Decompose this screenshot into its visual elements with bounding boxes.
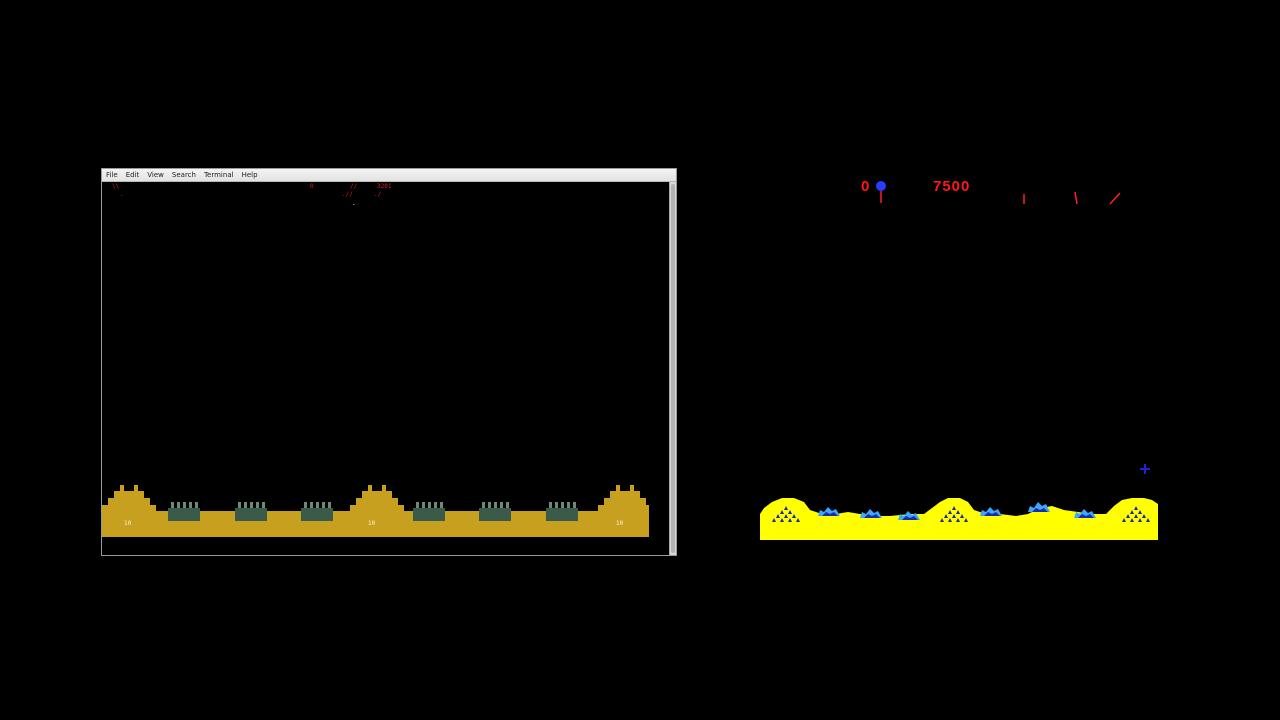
arcade-city-1: [818, 507, 840, 516]
arcade-game-screen[interactable]: 0 7500: [760, 168, 1160, 544]
score-marker-icon: [876, 181, 886, 203]
missile-base-right: [1122, 506, 1150, 522]
terminal-city-5: [479, 502, 511, 521]
menu-terminal[interactable]: Terminal: [203, 171, 234, 179]
terminal-menubar: File Edit View Search Terminal Help: [102, 169, 676, 182]
missile-trail-top: //: [350, 183, 358, 190]
crosshair-icon: [1140, 464, 1150, 474]
terminal-scrollbar[interactable]: [669, 182, 676, 555]
arcade-city-4: [980, 507, 1002, 516]
missile-trail-left: \\: [112, 183, 120, 190]
missile-base-center: [940, 506, 968, 522]
terminal-scroll-thumb[interactable]: [671, 184, 675, 553]
menu-edit[interactable]: Edit: [125, 171, 140, 179]
terminal-game-screen[interactable]: \\ . 0 // 3201 .// ./ .: [102, 182, 670, 555]
missile-base-left: [772, 506, 800, 522]
player-score: 0: [861, 178, 871, 195]
terminal-score: 0: [310, 183, 314, 190]
terminal-landscape: [102, 485, 649, 537]
high-score: 7500: [933, 178, 971, 195]
enemy-missile-trail: [1074, 191, 1078, 205]
terminal-city-3: [301, 502, 333, 521]
missile-head-left: .: [120, 191, 124, 198]
terminal-city-1: [168, 502, 200, 521]
arcade-playfield: [760, 181, 1158, 540]
menu-search[interactable]: Search: [171, 171, 196, 179]
terminal-city-4: [413, 502, 445, 521]
missile-trail-mid: .//: [342, 191, 353, 198]
menu-help[interactable]: Help: [241, 171, 258, 179]
arcade-city-6: [1074, 509, 1096, 518]
arcade-city-5: [1028, 502, 1050, 512]
terminal-window[interactable]: File Edit View Search Terminal Help \\ .…: [101, 168, 677, 556]
missile-trail-right: ./: [374, 191, 382, 198]
missile-head-center: .: [352, 200, 356, 207]
base-ammo-left: 10: [124, 520, 132, 527]
arcade-ground: [760, 498, 1158, 540]
base-ammo-right: 10: [616, 520, 624, 527]
terminal-city-2: [235, 502, 267, 521]
arcade-city-2: [860, 509, 882, 518]
menu-file[interactable]: File: [106, 171, 118, 179]
enemy-missile-trail: [1109, 192, 1121, 205]
terminal-city-6: [546, 502, 578, 521]
arcade-city-3: [898, 511, 920, 520]
terminal-hiscore: 3201: [377, 183, 392, 190]
menu-view[interactable]: View: [147, 171, 164, 179]
base-ammo-center: 10: [368, 520, 376, 527]
